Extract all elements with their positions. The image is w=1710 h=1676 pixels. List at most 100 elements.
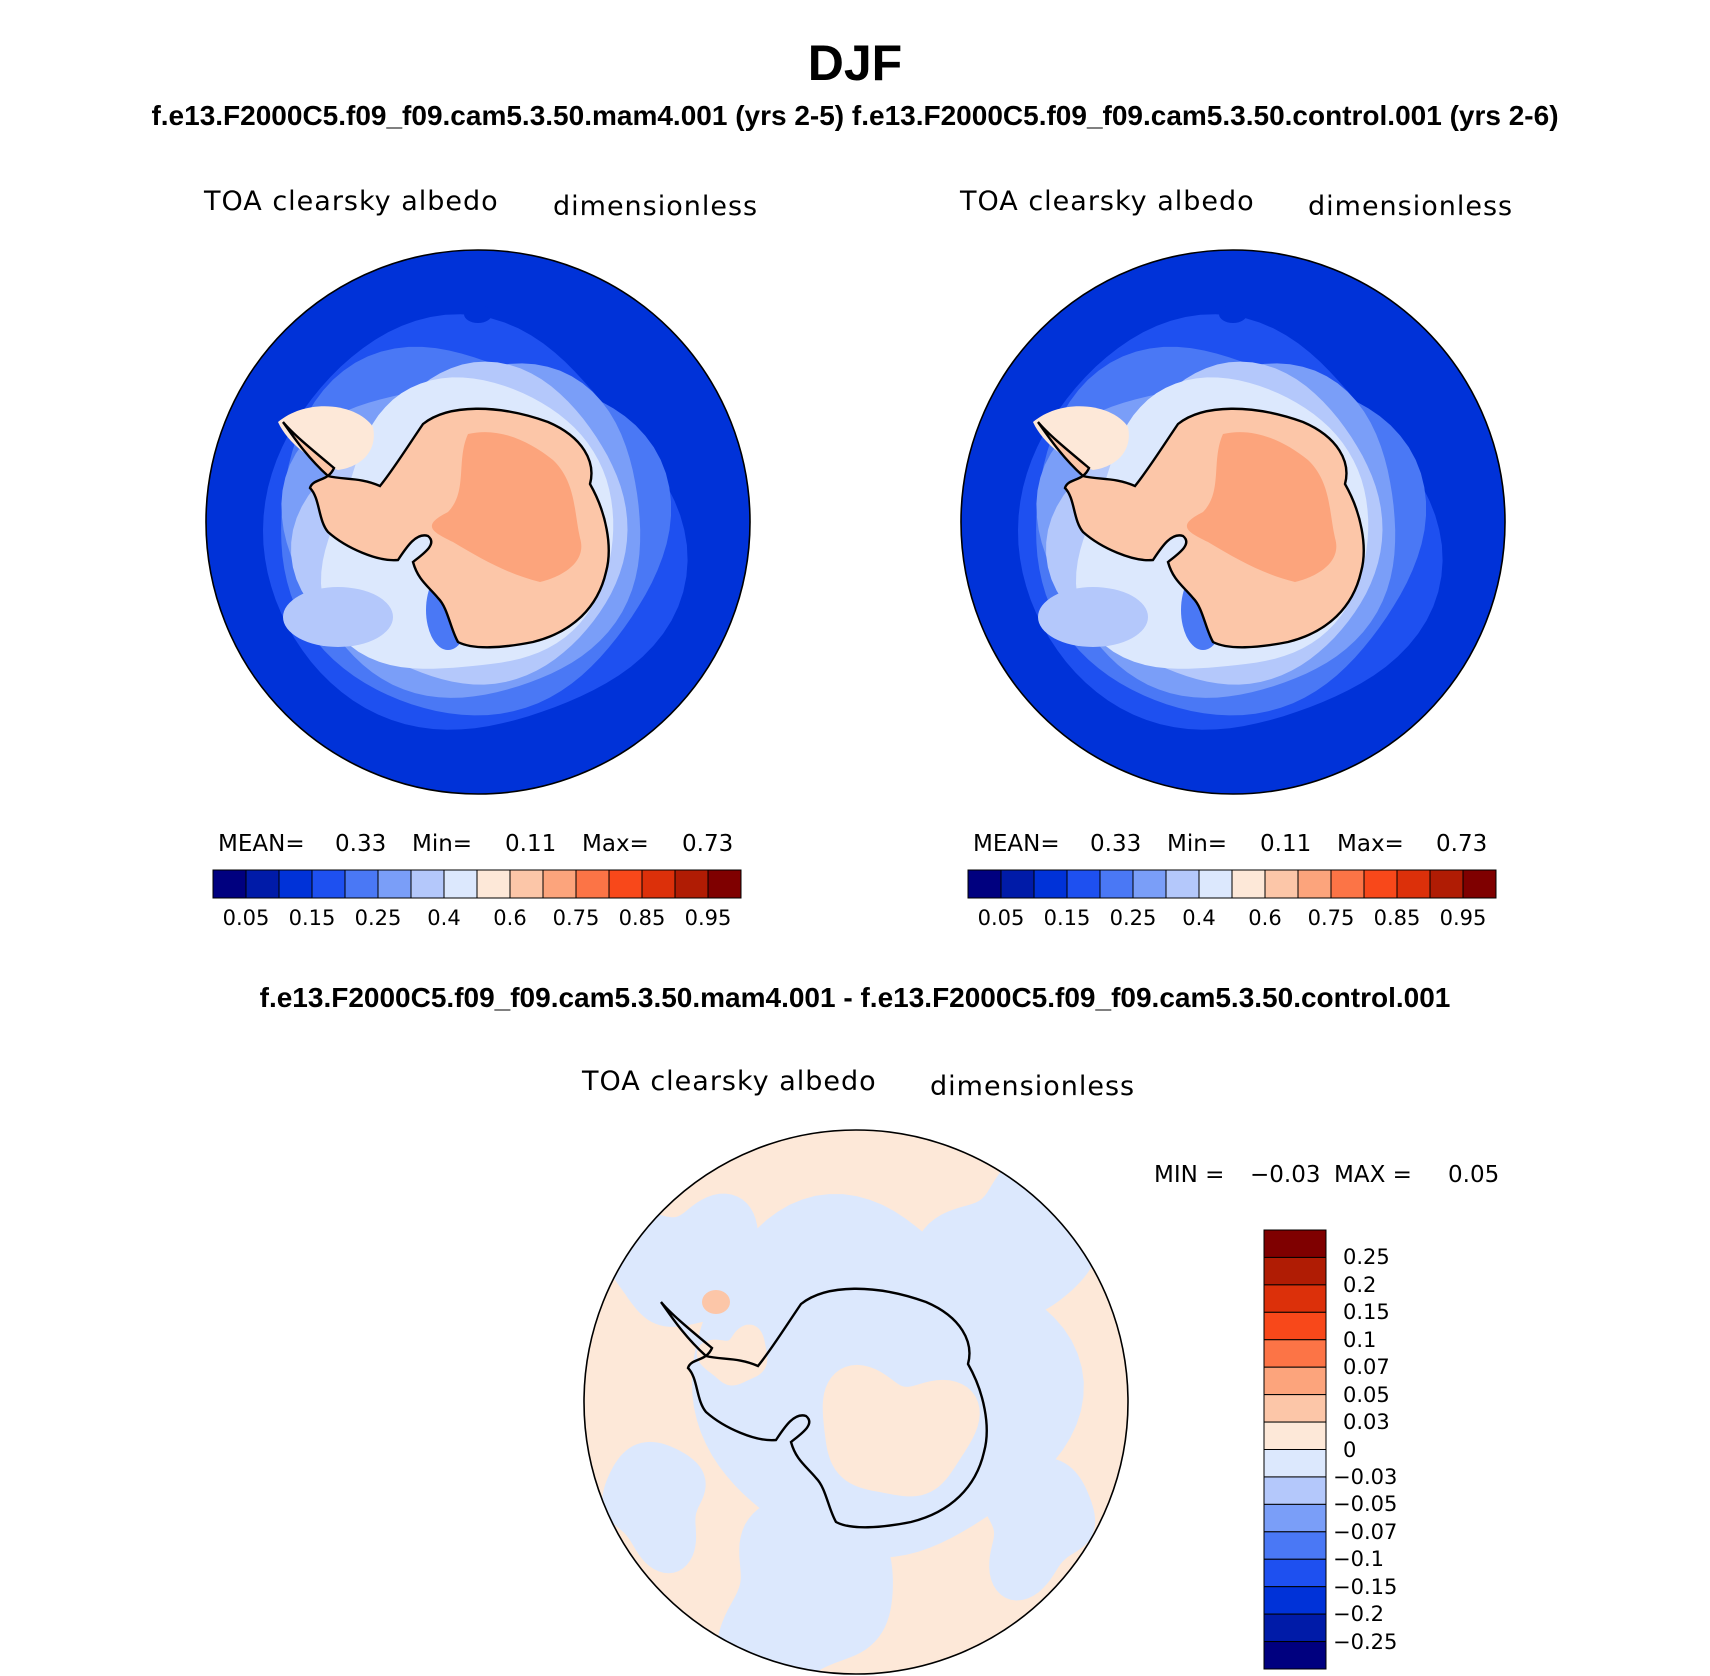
colorbar-tick-label: 0.4: [1182, 906, 1216, 930]
negative-difference-region: [982, 1457, 1096, 1601]
coastline: [282, 407, 610, 649]
colorbar-box: [1363, 869, 1398, 899]
panel3-colorbar: [1263, 1229, 1327, 1670]
panel1-units-label: dimensionless: [553, 191, 759, 222]
panel1-mean-label: MEAN=: [218, 831, 305, 857]
panel2-max-value: 0.73: [1436, 831, 1488, 857]
panel3-max-label: MAX =: [1334, 1162, 1412, 1188]
panel2-colorbar: [967, 869, 1497, 899]
colorbar-box: [1263, 1339, 1327, 1368]
colorbar-tick-label: −0.2: [1333, 1602, 1384, 1627]
sea-ice-band: [283, 587, 393, 647]
colorbar-box: [608, 869, 643, 899]
colorbar-tick-label: 0.6: [493, 906, 527, 930]
colorbar-box: [1165, 869, 1200, 899]
strong-positive-difference-patch: [702, 1290, 730, 1314]
colorbar-box: [1330, 869, 1365, 899]
open-water-patch: [464, 305, 492, 323]
panel2-mean-value: 0.33: [1090, 831, 1142, 857]
colorbar-tick-label: 0.05: [222, 906, 270, 930]
coastline: [1037, 407, 1365, 649]
colorbar-tick-label: 0.95: [1439, 906, 1487, 930]
colorbar-tick-label: 0.6: [1248, 906, 1282, 930]
colorbar-box: [1263, 1311, 1327, 1341]
colorbar-box: [476, 869, 511, 899]
colorbar-box: [509, 869, 544, 899]
colorbar-box: [1263, 1586, 1327, 1615]
colorbar-box: [1297, 869, 1332, 899]
colorbar-box: [1231, 869, 1266, 899]
colorbar-tick-label: 0.15: [1343, 1300, 1390, 1325]
open-water-patch: [1219, 305, 1247, 323]
figure-title: DJF: [807, 35, 903, 91]
colorbar-box: [1000, 869, 1035, 899]
colorbar-tick-label: 0.85: [618, 906, 666, 930]
colorbar-box: [1263, 1366, 1327, 1396]
colorbar-tick-label: 0.85: [1373, 906, 1421, 930]
colorbar-tick-label: 0.03: [1343, 1410, 1390, 1435]
colorbar-box: [410, 869, 445, 899]
panel1-min-label: Min=: [412, 831, 473, 857]
negative-difference-region: [717, 1497, 893, 1674]
colorbar-box: [278, 869, 313, 899]
colorbar-tick-label: 0.15: [288, 906, 336, 930]
colorbar-box: [1396, 869, 1431, 899]
colorbar-tick-label: 0.95: [684, 906, 732, 930]
sea-ice-band: [1038, 587, 1148, 647]
colorbar-box: [707, 869, 742, 899]
colorbar-box: [1462, 869, 1497, 899]
high-albedo-plateau: [1186, 432, 1337, 582]
colorbar-box: [1263, 1613, 1327, 1643]
positive-difference-region: [696, 1324, 768, 1386]
colorbar-tick-label: −0.15: [1333, 1574, 1398, 1599]
panel1-colorbar: [212, 869, 742, 899]
panel1-mean-value: 0.33: [335, 831, 387, 857]
colorbar-box: [1132, 869, 1167, 899]
panel2-max-label: Max=: [1337, 831, 1404, 857]
colorbar-box: [1263, 1503, 1327, 1533]
colorbar-box: [1099, 869, 1134, 899]
colorbar-box: [1263, 1421, 1327, 1450]
colorbar-tick-label: 0.07: [1343, 1355, 1390, 1380]
colorbar-tick-label: −0.1: [1333, 1547, 1384, 1572]
colorbar-box: [641, 869, 676, 899]
colorbar-box: [1263, 1449, 1327, 1478]
colorbar-tick-label: 0.05: [1343, 1382, 1390, 1407]
colorbar-box: [1264, 869, 1299, 899]
panel3-colorbar-labels: 0.25 0.2 0.15 0.1 0.07 0.05 0.03 0 −0.03 −0.05 −0.…: [1333, 1230, 1453, 1671]
colorbar-box: [1066, 869, 1101, 899]
panel2-variable-label: TOA clearsky albedo: [960, 186, 1255, 217]
colorbar-box: [967, 869, 1002, 899]
colorbar-tick-label: 0.05: [977, 906, 1025, 930]
colorbar-box: [1263, 1394, 1327, 1423]
colorbar-tick-label: 0.15: [1043, 906, 1091, 930]
panel2-mean-label: MEAN=: [973, 831, 1060, 857]
colorbar-tick-label: 0.75: [1307, 906, 1355, 930]
colorbar-box: [1263, 1476, 1327, 1505]
coastline: [660, 1287, 988, 1529]
high-albedo-plateau: [431, 432, 582, 582]
map-border: [960, 249, 1506, 795]
panel3-min-value: −0.03: [1250, 1162, 1321, 1188]
colorbar-box: [1198, 869, 1233, 899]
colorbar-box: [212, 869, 247, 899]
panel2-min-label: Min=: [1167, 831, 1228, 857]
colorbar-tick-label: 0.1: [1343, 1327, 1377, 1352]
colorbar-tick-label: −0.03: [1333, 1464, 1398, 1489]
panel2-colorbar-labels: 0.05 0.15 0.25 0.4 0.6 0.75 0.85 0.95: [968, 906, 1496, 936]
panel2-units-label: dimensionless: [1308, 191, 1514, 222]
colorbar-tick-label: −0.25: [1333, 1629, 1398, 1654]
colorbar-tick-label: −0.07: [1333, 1519, 1398, 1544]
colorbar-box: [542, 869, 577, 899]
panel1-polar-map: [205, 249, 751, 795]
colorbar-box: [1263, 1229, 1327, 1258]
colorbar-box: [443, 869, 478, 899]
colorbar-box: [1033, 869, 1068, 899]
colorbar-box: [1263, 1641, 1327, 1670]
panel1-colorbar-labels: 0.05 0.15 0.25 0.4 0.6 0.75 0.85 0.95: [213, 906, 741, 936]
positive-difference-region: [822, 1364, 980, 1497]
colorbar-box: [1263, 1558, 1327, 1588]
colorbar-tick-label: 0.25: [1109, 906, 1157, 930]
ice-shelf-region: [278, 406, 374, 470]
colorbar-tick-label: 0.25: [1343, 1245, 1390, 1270]
